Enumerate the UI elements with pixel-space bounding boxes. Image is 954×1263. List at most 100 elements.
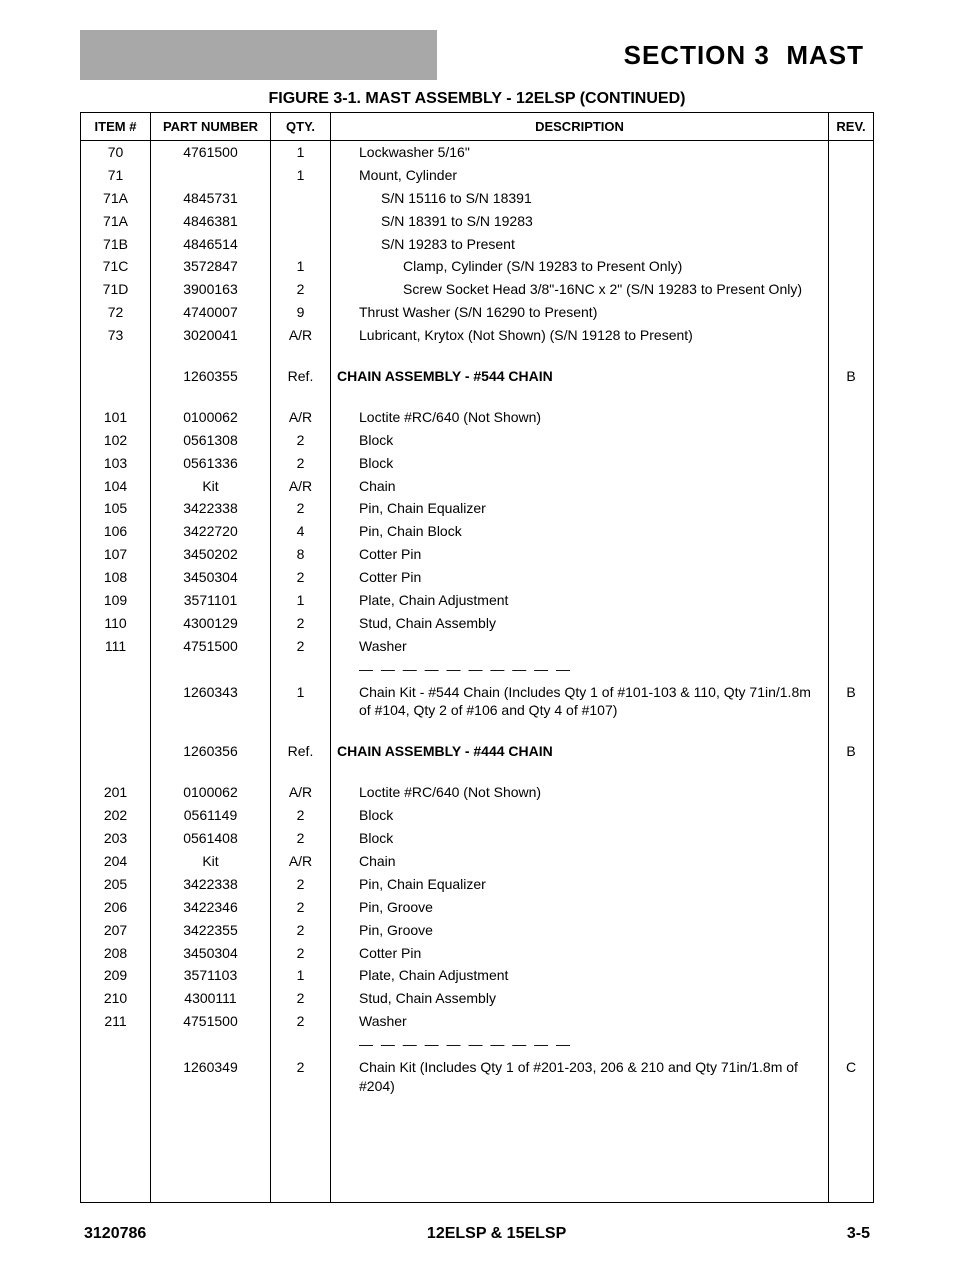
cell-qty: 4	[271, 520, 331, 543]
cell-part: 3571101	[151, 589, 271, 612]
cell-desc: CHAIN ASSEMBLY - #544 CHAIN	[331, 365, 829, 388]
cell-desc: Pin, Chain Equalizer	[331, 873, 829, 896]
cell-rev	[829, 873, 874, 896]
cell-rev	[829, 804, 874, 827]
table-row: 733020041A/RLubricant, Krytox (Not Shown…	[81, 324, 874, 347]
cell-desc: Cotter Pin	[331, 543, 829, 566]
dash-separator: — — — — — — — — — —	[337, 1035, 822, 1054]
table-row: 10534223382Pin, Chain Equalizer	[81, 497, 874, 520]
cell-qty: 1	[271, 141, 331, 164]
table-header-row: ITEM # PART NUMBER QTY. DESCRIPTION REV.	[81, 113, 874, 141]
cell-rev	[829, 612, 874, 635]
cell-qty: 2	[271, 873, 331, 896]
cell-rev: B	[829, 365, 874, 388]
cell-item: 71A	[81, 187, 151, 210]
table-bottom-border	[81, 1198, 874, 1203]
cell-part: 3422338	[151, 873, 271, 896]
cell-desc: Washer	[331, 1010, 829, 1033]
cell-qty: 2	[271, 566, 331, 589]
cell-rev	[829, 543, 874, 566]
cell-item: 108	[81, 566, 151, 589]
cell-part: 4740007	[151, 301, 271, 324]
cell-item: 71C	[81, 255, 151, 278]
cell-rev	[829, 278, 874, 301]
cell-part: 0561336	[151, 452, 271, 475]
col-header-qty: QTY.	[271, 113, 331, 141]
cell-item: 207	[81, 919, 151, 942]
cell-item: 109	[81, 589, 151, 612]
cell-item: 206	[81, 896, 151, 919]
cell-desc: Chain	[331, 850, 829, 873]
cell-part: 1260356	[151, 740, 271, 763]
dash-separator: — — — — — — — — — —	[337, 660, 822, 679]
table-row: 20534223382Pin, Chain Equalizer	[81, 873, 874, 896]
cell-desc: Block	[331, 804, 829, 827]
cell-item: 107	[81, 543, 151, 566]
cell-part: 1260355	[151, 365, 271, 388]
cell-rev	[829, 429, 874, 452]
table-row: — — — — — — — — — —	[81, 1033, 874, 1056]
cell-item: 211	[81, 1010, 151, 1033]
cell-qty: A/R	[271, 781, 331, 804]
table-row: 20935711031Plate, Chain Adjustment	[81, 964, 874, 987]
footer-left: 3120786	[84, 1225, 146, 1243]
cell-qty: 2	[271, 827, 331, 850]
cell-qty: A/R	[271, 850, 331, 873]
header-gray-block	[80, 30, 437, 80]
cell-part: 3422720	[151, 520, 271, 543]
table-row: 104KitA/RChain	[81, 475, 874, 498]
cell-rev	[829, 141, 874, 164]
table-row: 10205613082Block	[81, 429, 874, 452]
cell-qty: 2	[271, 429, 331, 452]
table-row: 71A4846381S/N 18391 to S/N 19283	[81, 210, 874, 233]
cell-qty: Ref.	[271, 365, 331, 388]
cell-part: 4300111	[151, 987, 271, 1010]
footer-center: 12ELSP & 15ELSP	[427, 1225, 566, 1243]
cell-desc: Pin, Groove	[331, 919, 829, 942]
table-body: 7047615001Lockwasher 5/16"711Mount, Cyli…	[81, 141, 874, 1203]
cell-rev	[829, 1010, 874, 1033]
page: SECTION 3 MAST FIGURE 3-1. MAST ASSEMBLY…	[0, 0, 954, 1263]
page-footer: 3120786 12ELSP & 15ELSP 3-5	[80, 1225, 874, 1243]
cell-rev	[829, 497, 874, 520]
cell-rev	[829, 452, 874, 475]
cell-rev	[829, 301, 874, 324]
cell-part: 0561149	[151, 804, 271, 827]
cell-part: 4751500	[151, 635, 271, 658]
cell-rev	[829, 566, 874, 589]
cell-qty: 1	[271, 255, 331, 278]
cell-item: 73	[81, 324, 151, 347]
cell-desc: Pin, Chain Equalizer	[331, 497, 829, 520]
cell-item: 71	[81, 164, 151, 187]
cell-rev	[829, 164, 874, 187]
section-label: SECTION 3	[624, 40, 770, 71]
cell-qty: 9	[271, 301, 331, 324]
cell-qty: Ref.	[271, 740, 331, 763]
cell-item: 105	[81, 497, 151, 520]
table-row: 20634223462Pin, Groove	[81, 896, 874, 919]
cell-item: 205	[81, 873, 151, 896]
table-row: 11147515002Washer	[81, 635, 874, 658]
cell-qty: 2	[271, 635, 331, 658]
cell-desc: Chain Kit - #544 Chain (Includes Qty 1 o…	[331, 681, 829, 723]
table-row: 204KitA/RChain	[81, 850, 874, 873]
cell-rev	[829, 942, 874, 965]
cell-part: 3450202	[151, 543, 271, 566]
cell-rev	[829, 187, 874, 210]
table-row: 21043001112Stud, Chain Assembly	[81, 987, 874, 1010]
cell-item	[81, 740, 151, 763]
cell-desc: S/N 15116 to S/N 18391	[331, 187, 829, 210]
table-row: 20834503042Cotter Pin	[81, 942, 874, 965]
cell-item: 106	[81, 520, 151, 543]
section-name: MAST	[786, 40, 864, 71]
cell-item: 202	[81, 804, 151, 827]
cell-part: 0561408	[151, 827, 271, 850]
cell-part: Kit	[151, 850, 271, 873]
cell-rev: B	[829, 740, 874, 763]
cell-part: 3450304	[151, 942, 271, 965]
cell-part: 4846514	[151, 233, 271, 256]
cell-part: 4761500	[151, 141, 271, 164]
cell-desc: Stud, Chain Assembly	[331, 987, 829, 1010]
cell-part: 4846381	[151, 210, 271, 233]
cell-qty: 1	[271, 589, 331, 612]
